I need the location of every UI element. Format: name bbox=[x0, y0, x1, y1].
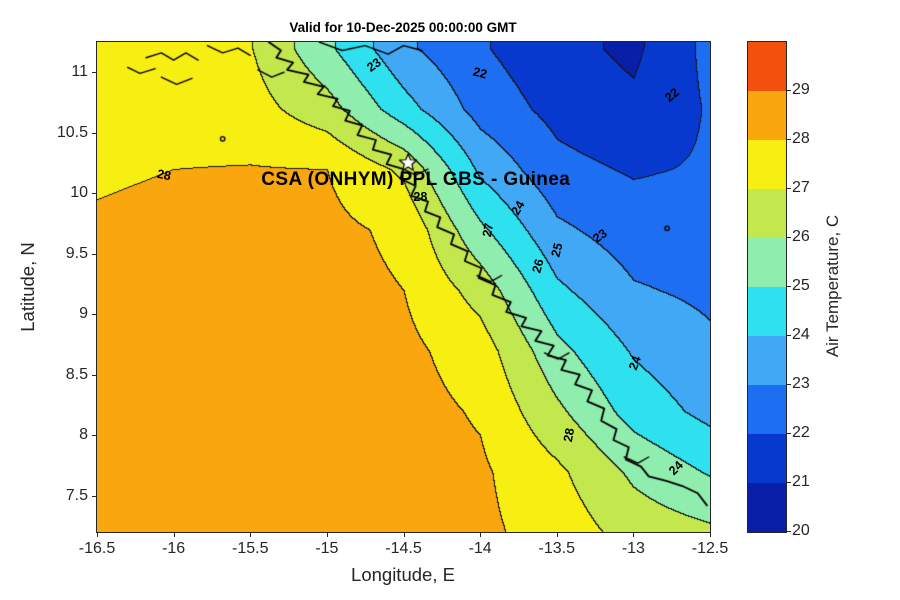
x-tick-label: -16.5 bbox=[78, 540, 116, 557]
colorbar-tick-label: 29 bbox=[792, 81, 810, 98]
x-tick-label: -16 bbox=[162, 540, 186, 557]
colorbar bbox=[747, 41, 787, 533]
x-tick-label: -14 bbox=[468, 540, 492, 557]
colorbar-tick-label: 24 bbox=[792, 326, 810, 343]
y-tick-mark bbox=[92, 253, 96, 255]
colorbar-tick-mark bbox=[787, 237, 791, 238]
plot-title: Valid for 10-Dec-2025 00:00:00 GMT bbox=[289, 20, 517, 35]
x-tick-label: -13.5 bbox=[538, 540, 575, 557]
colorbar-band bbox=[748, 238, 786, 287]
region-annotation: CSA (ONHYM) PPL GBS - Guinea bbox=[261, 168, 571, 190]
colorbar-tick-label: 20 bbox=[792, 522, 810, 539]
colorbar-tick-mark bbox=[787, 531, 791, 532]
y-tick-label: 9.5 bbox=[65, 244, 88, 262]
x-tick-label: -15 bbox=[315, 540, 339, 557]
x-tick-label: -12.5 bbox=[691, 540, 729, 557]
y-tick-mark bbox=[92, 314, 96, 316]
x-tick-mark bbox=[710, 533, 711, 537]
y-tick-mark bbox=[92, 132, 96, 134]
colorbar-tick-label: 28 bbox=[792, 130, 810, 147]
x-tick-mark bbox=[250, 533, 252, 537]
colorbar-tick-mark bbox=[787, 139, 791, 140]
y-tick-label: 8 bbox=[79, 426, 88, 444]
y-tick-mark bbox=[92, 374, 96, 376]
y-axis-label: Latitude, N bbox=[17, 242, 38, 332]
y-tick-mark bbox=[92, 435, 96, 437]
colorbar-tick-mark bbox=[787, 90, 791, 91]
x-tick-mark bbox=[480, 533, 482, 537]
y-tick-label: 7.5 bbox=[65, 486, 88, 504]
y-tick-mark bbox=[92, 72, 96, 74]
y-tick-mark bbox=[92, 193, 96, 195]
colorbar-tick-label: 25 bbox=[792, 277, 810, 294]
colorbar-band bbox=[748, 189, 786, 238]
colorbar-band bbox=[748, 42, 786, 91]
colorbar-band bbox=[748, 287, 786, 336]
colorbar-band bbox=[748, 385, 786, 434]
x-tick-mark bbox=[326, 533, 328, 537]
colorbar-tick-label: 26 bbox=[792, 228, 810, 245]
x-tick-label: -14.5 bbox=[385, 540, 422, 557]
colorbar-label: Air Temperature, C bbox=[823, 214, 842, 358]
x-tick-mark bbox=[97, 533, 98, 537]
x-tick-mark bbox=[403, 533, 405, 537]
contour-map-canvas bbox=[97, 42, 710, 532]
colorbar-band bbox=[748, 91, 786, 140]
x-axis-label: Longitude, E bbox=[351, 564, 455, 585]
colorbar-tick-label: 22 bbox=[792, 424, 810, 441]
colorbar-band bbox=[748, 434, 786, 483]
colorbar-band bbox=[748, 483, 786, 532]
colorbar-tick-mark bbox=[787, 188, 791, 189]
colorbar-band bbox=[748, 336, 786, 385]
y-tick-label: 10.5 bbox=[56, 123, 88, 141]
colorbar-tick-label: 21 bbox=[792, 473, 810, 490]
colorbar-tick-label: 27 bbox=[792, 179, 810, 196]
colorbar-tick-mark bbox=[787, 384, 791, 385]
colorbar-tick-label: 23 bbox=[792, 375, 810, 392]
colorbar-tick-mark bbox=[787, 433, 791, 434]
colorbar-tick-mark bbox=[787, 335, 791, 336]
y-tick-label: 9 bbox=[79, 305, 88, 323]
x-tick-label: -13 bbox=[621, 540, 645, 557]
x-tick-mark bbox=[556, 533, 558, 537]
x-tick-mark bbox=[173, 533, 175, 537]
colorbar-tick-mark bbox=[787, 286, 791, 287]
colorbar-tick-mark bbox=[787, 482, 791, 483]
x-tick-label: -15.5 bbox=[232, 540, 269, 557]
y-tick-label: 11 bbox=[71, 63, 88, 81]
y-tick-label: 10 bbox=[70, 184, 88, 202]
plot-area: 23 22 22 28 28 27 24 26 25 23 24 28 24 CSA (ONHYM) P… bbox=[96, 41, 711, 533]
y-tick-mark bbox=[92, 495, 96, 497]
colorbar-band bbox=[748, 140, 786, 189]
y-tick-label: 8.5 bbox=[65, 365, 88, 383]
x-tick-mark bbox=[633, 533, 635, 537]
